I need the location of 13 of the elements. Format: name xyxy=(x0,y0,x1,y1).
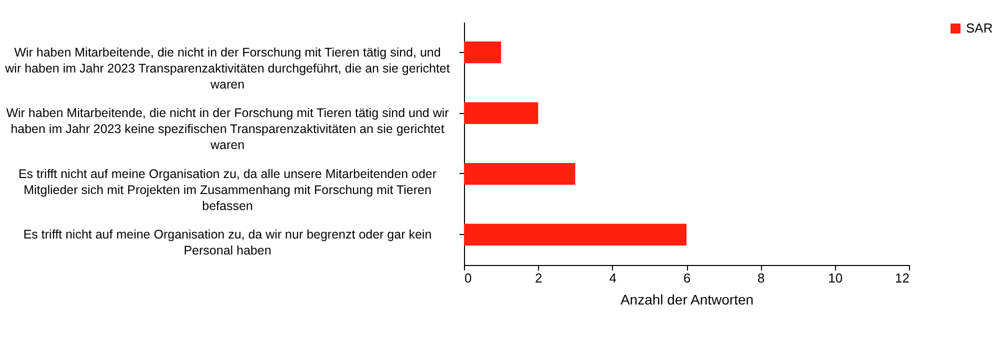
y-tick-label: Es trifft nicht auf meine Organisation zu, da alle unsere Mitarbeitenden oder Mitglieder sich mit Projekten im Zusammenhang mit Forschung mit Tieren befassen xyxy=(18,166,437,213)
y-tick-label: Wir haben Mitarbeitende, die nicht in der Forschung mit Tieren tätig sind, und wir haben im Jahr 2023 Transparenzaktivitäten durchgeführt, die an sie gerichtet waren xyxy=(4,45,450,92)
x-tick-label: 0 xyxy=(464,270,472,286)
x-tick-label: 4 xyxy=(609,270,616,286)
y-tick-label: Es trifft nicht auf meine Organisation zu, da wir nur begrenzt oder gar kein Personal haben xyxy=(23,228,432,258)
x-tick-label: 2 xyxy=(535,270,542,286)
x-tick-label: 10 xyxy=(828,270,843,286)
x-tick-label: 8 xyxy=(758,270,765,286)
y-tick-label: Wir haben Mitarbeitende, die nicht in der Forschung mit Tieren tätig sind und wir haben im Jahr 2023 keine spezifischen Transparenzaktivitäten an sie gerichtet waren xyxy=(6,106,449,152)
x-tick-label: 6 xyxy=(683,270,691,286)
legend-label: SAR xyxy=(966,20,993,36)
x-axis-title: Anzahl der Antworten xyxy=(620,292,754,308)
x-tick-label: 12 xyxy=(895,270,910,286)
